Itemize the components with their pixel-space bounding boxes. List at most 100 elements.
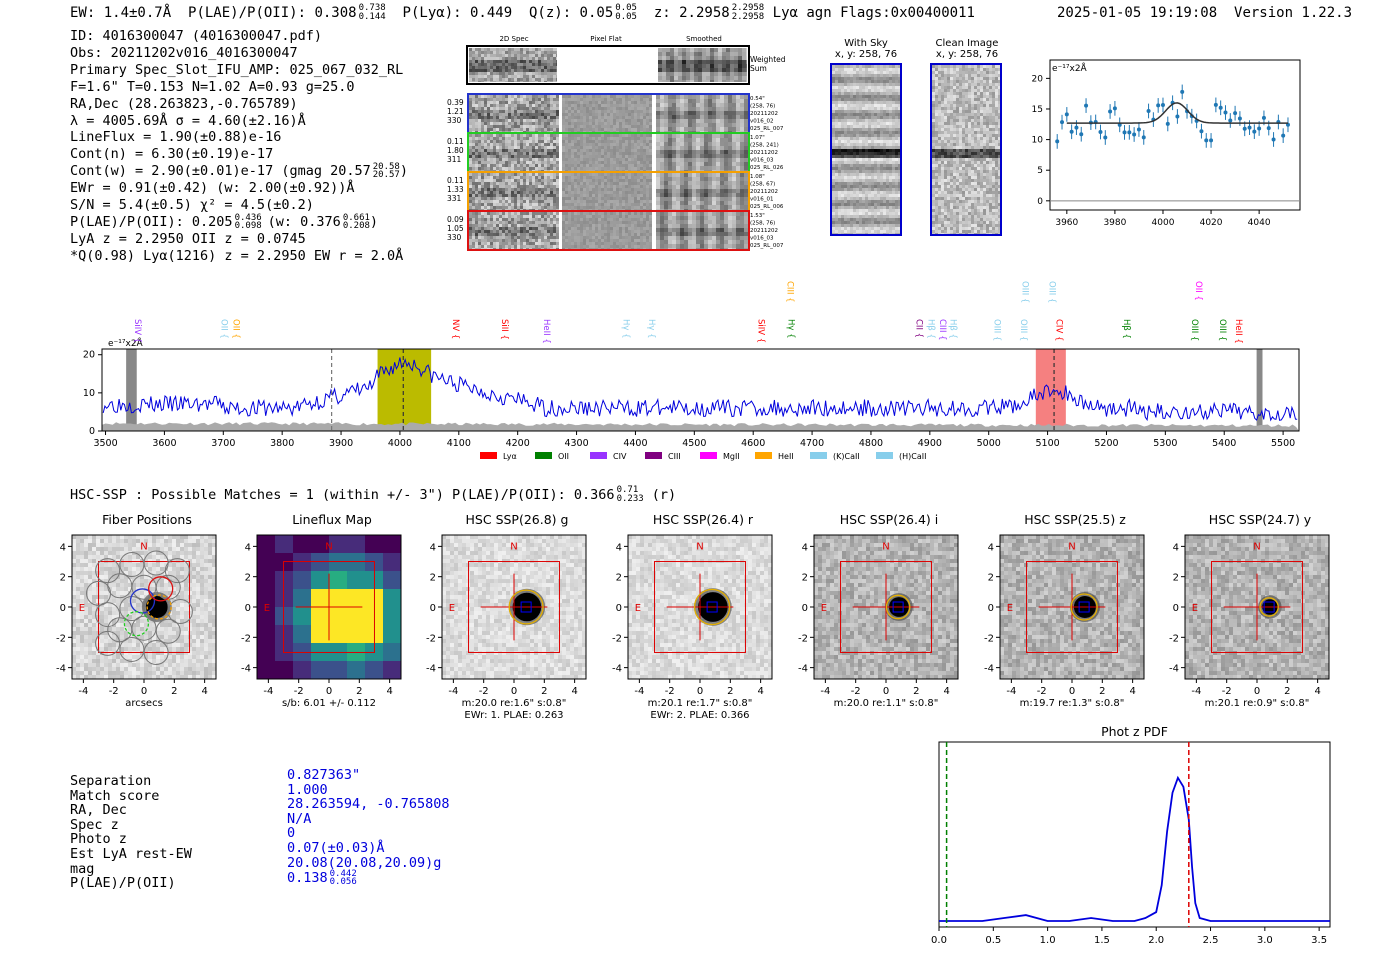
row-2d	[469, 173, 559, 210]
pixel	[511, 54, 514, 57]
pixel	[640, 197, 643, 200]
pixel	[526, 194, 529, 197]
pixel	[712, 248, 716, 249]
pixel	[716, 131, 720, 132]
pixel	[712, 240, 716, 244]
pixel	[484, 167, 487, 170]
pixel	[850, 68, 853, 71]
pixel	[716, 201, 720, 205]
pixel	[740, 248, 744, 249]
pixel	[616, 149, 619, 152]
pixel	[732, 150, 736, 154]
pixel	[592, 170, 595, 171]
info-line: EWr = 0.91(±0.42) (w: 2.00(±0.92))Å	[70, 180, 408, 197]
pixel	[529, 63, 532, 66]
pixel	[613, 128, 616, 131]
pixel	[565, 191, 568, 194]
pixel	[607, 200, 610, 203]
pixel	[592, 185, 595, 188]
pixel	[686, 64, 690, 68]
pixel	[604, 125, 607, 128]
pixel	[637, 128, 640, 131]
pixel	[475, 224, 478, 227]
pixel	[649, 233, 652, 236]
pixel	[493, 51, 496, 54]
pixel	[640, 104, 643, 107]
pixel	[475, 158, 478, 161]
pixel	[526, 95, 529, 98]
pixel	[520, 57, 523, 60]
pixel	[571, 212, 574, 215]
pixel	[502, 173, 505, 176]
pixel	[844, 92, 847, 95]
pixel	[622, 155, 625, 158]
pixel	[505, 212, 508, 215]
pixel	[592, 227, 595, 230]
pixel	[475, 242, 478, 245]
pixel	[538, 242, 541, 245]
pixel	[520, 206, 523, 209]
pixel	[532, 155, 535, 158]
pixel	[529, 218, 532, 221]
pixel	[664, 99, 668, 103]
pixel	[607, 137, 610, 140]
pixel	[493, 78, 496, 81]
pixel	[505, 209, 508, 210]
pixel	[720, 197, 724, 201]
pixel	[698, 76, 702, 80]
pixel	[529, 212, 532, 215]
pixel	[487, 125, 490, 128]
pixel	[517, 57, 520, 60]
pixel	[562, 200, 565, 203]
pixel	[738, 60, 742, 64]
pixel	[571, 224, 574, 227]
pixel	[520, 176, 523, 179]
pixel	[565, 188, 568, 191]
pixel	[646, 239, 649, 242]
pixel	[481, 182, 484, 185]
pixel	[553, 48, 556, 51]
pixel	[716, 205, 720, 209]
pixel	[538, 48, 541, 51]
pixel	[472, 48, 475, 51]
pixel	[704, 228, 708, 232]
pixel	[508, 230, 511, 233]
pixel	[529, 161, 532, 164]
pixel	[550, 182, 553, 185]
pixel	[538, 194, 541, 197]
pixel	[514, 143, 517, 146]
pixel	[732, 99, 736, 103]
pixel	[511, 170, 514, 171]
pixel	[589, 158, 592, 161]
pixel	[728, 232, 732, 236]
pixel	[898, 74, 900, 77]
pixel	[637, 206, 640, 209]
pixel	[678, 68, 682, 72]
pixel	[562, 233, 565, 236]
pixel	[472, 212, 475, 215]
pixel	[700, 119, 704, 123]
pixel	[680, 232, 684, 236]
pixel	[484, 176, 487, 179]
pixel	[607, 125, 610, 128]
pixel	[565, 209, 568, 210]
pixel	[523, 101, 526, 104]
pixel	[628, 233, 631, 236]
pixel	[613, 203, 616, 206]
pixel	[592, 248, 595, 249]
pixel	[736, 236, 740, 240]
pixel	[562, 152, 565, 155]
pixel	[865, 65, 868, 68]
pixel	[586, 107, 589, 110]
pixel	[532, 182, 535, 185]
pixel	[692, 189, 696, 193]
pixel	[475, 221, 478, 224]
row-2d	[469, 212, 559, 249]
info-line: S/N = 5.4(±0.5) χ² = 4.5(±0.2)	[70, 197, 408, 214]
pixel	[589, 131, 592, 132]
pixel	[631, 248, 634, 249]
pixel	[686, 48, 690, 52]
pixel	[523, 116, 526, 119]
pixel	[736, 154, 740, 158]
pixel	[660, 138, 664, 142]
